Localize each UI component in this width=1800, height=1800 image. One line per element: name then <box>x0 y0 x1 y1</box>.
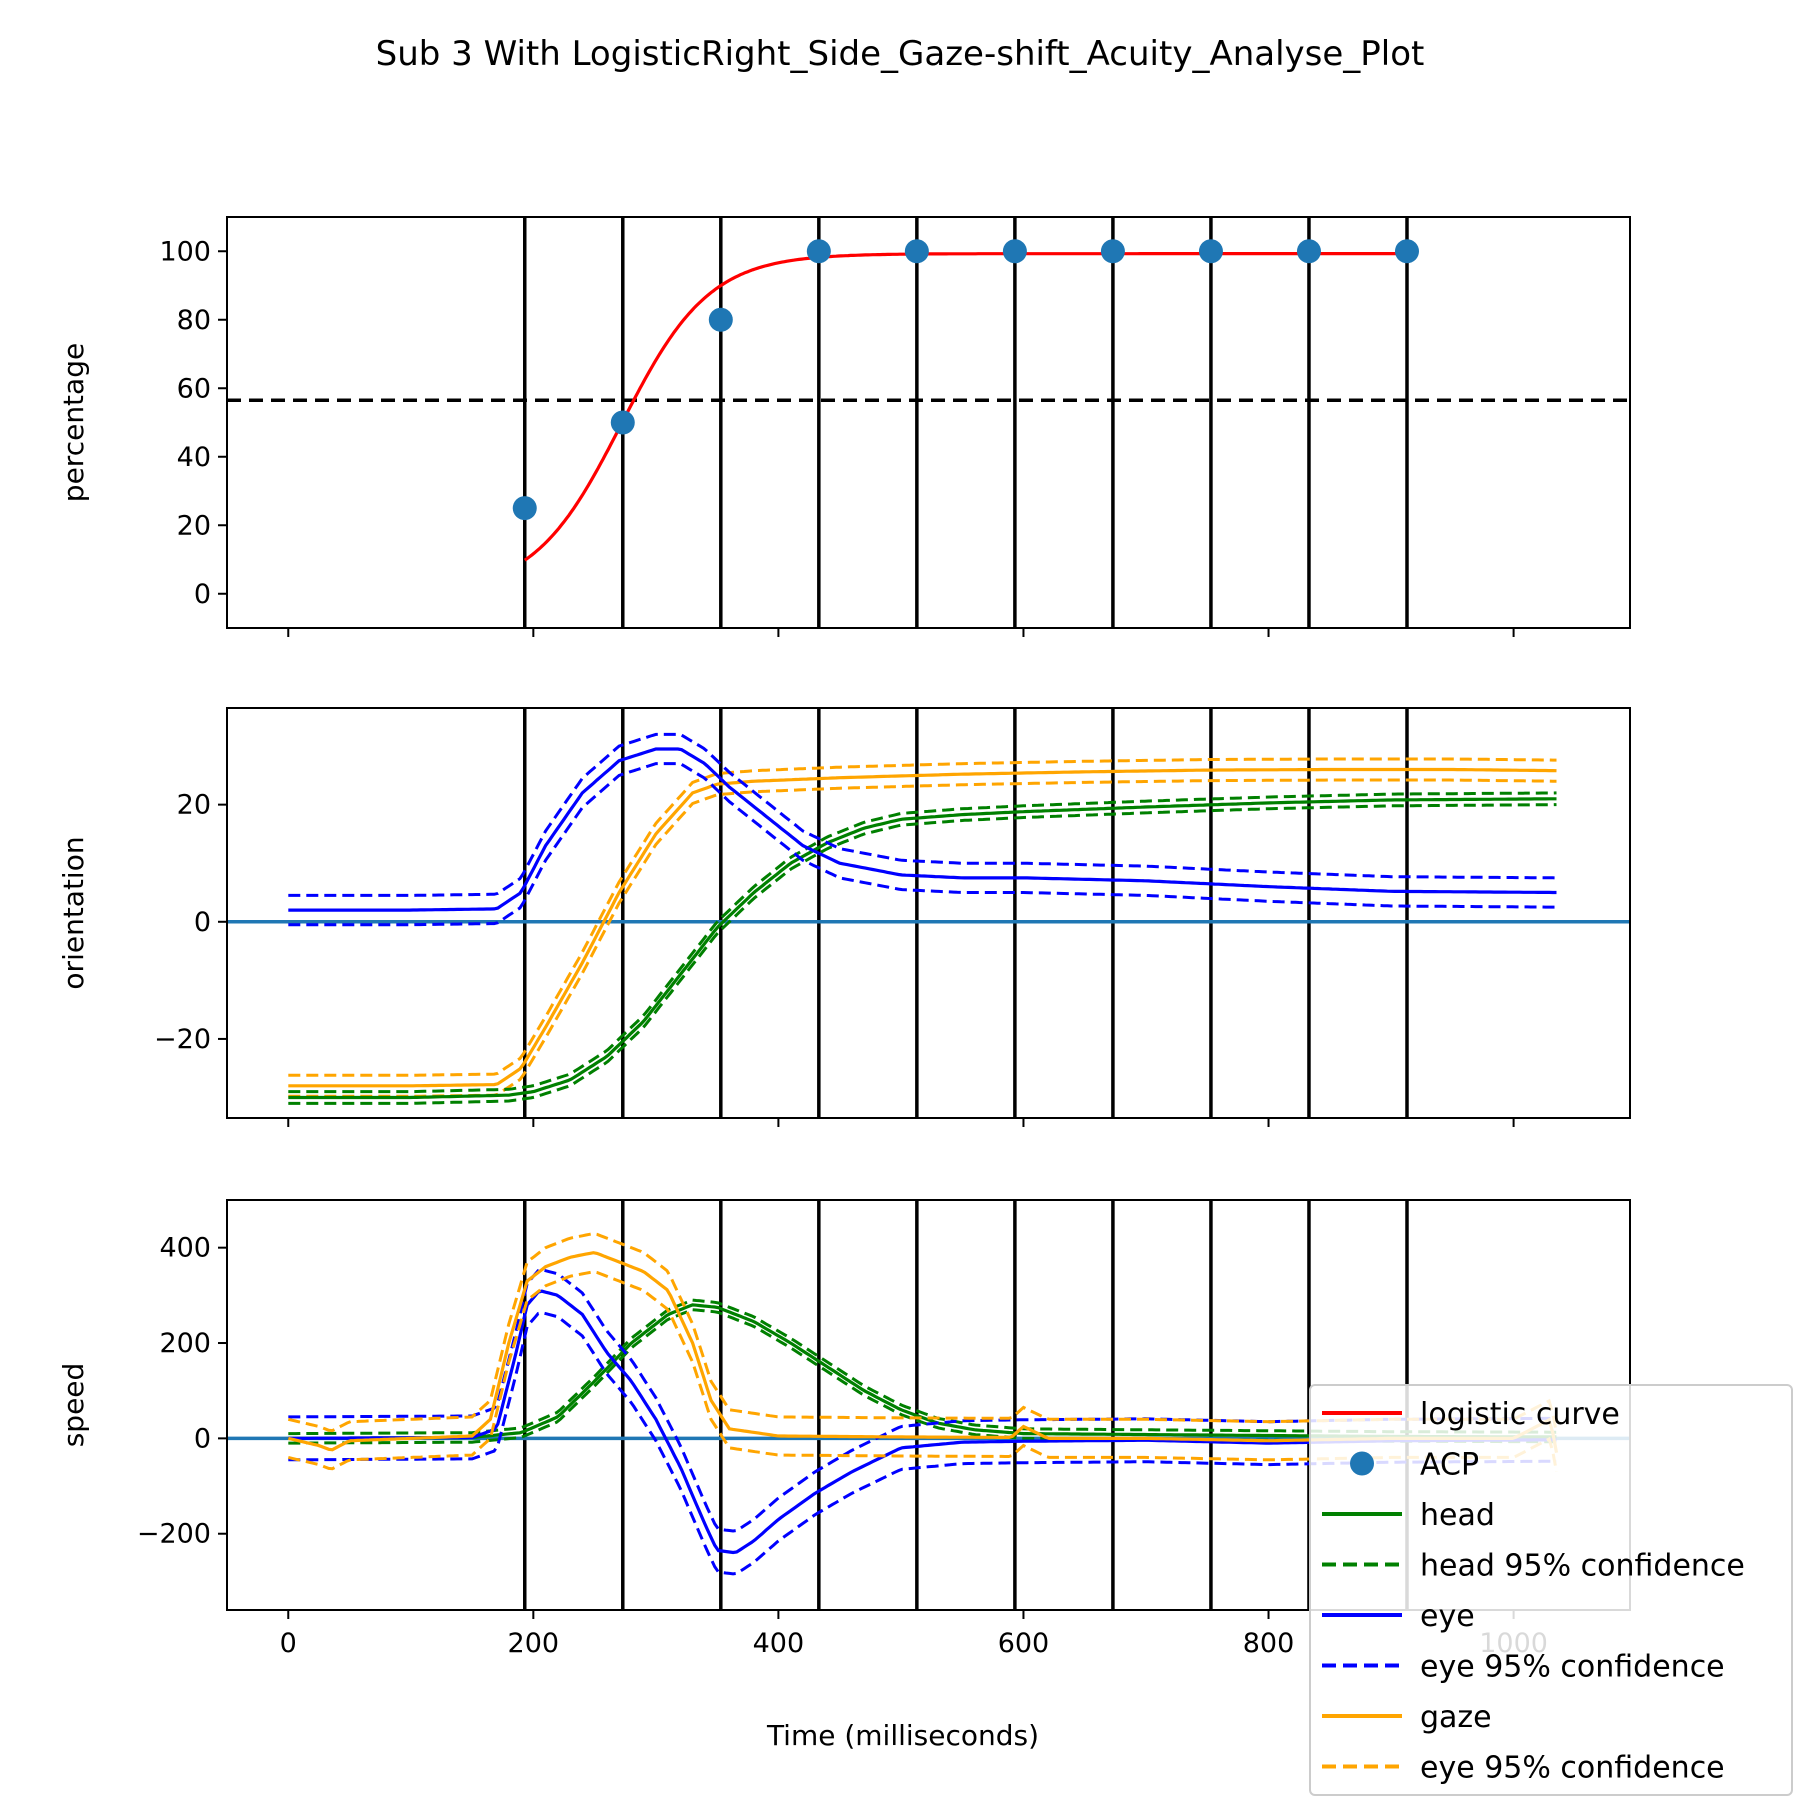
acp-point-4 <box>806 239 831 264</box>
legend-label: head 95% confidence <box>1420 1549 1745 1584</box>
x-tick-label: 200 <box>508 1628 560 1659</box>
head-upper-confidence-line <box>288 1298 1557 1436</box>
y-tick-label: 20 <box>177 510 211 541</box>
legend: logistic curve ACP head head 95% confidence… <box>1309 1384 1793 1796</box>
acp-point-9 <box>1296 239 1321 264</box>
y-tick-label: −20 <box>154 1024 211 1055</box>
y-tick-label: 40 <box>177 442 211 473</box>
eye-upper-confidence-line <box>288 732 1557 897</box>
eye-lower-confidence-line <box>288 762 1557 927</box>
figure-title: Sub 3 With LogisticRight_Side_Gaze-shift… <box>376 34 1425 74</box>
y-tick-label: 0 <box>194 579 211 610</box>
eye-line <box>288 747 1557 912</box>
legend-label: eye <box>1420 1599 1475 1634</box>
gaze-upper-confidence-line <box>288 757 1557 1077</box>
legend-label: gaze <box>1420 1700 1492 1735</box>
x-axis-label: Time (milliseconds) <box>766 1719 1039 1752</box>
legend-label: ACP <box>1420 1448 1479 1483</box>
legend-label: eye 95% confidence <box>1420 1650 1725 1685</box>
gaze-line <box>288 767 1557 1088</box>
gaze-lower-confidence-line <box>288 778 1557 1098</box>
y-tick-label: 60 <box>177 373 211 404</box>
y-tick-label: −200 <box>137 1519 211 1550</box>
x-tick-label: 800 <box>1243 1628 1295 1659</box>
acp-point-3 <box>708 307 733 332</box>
head-lower-confidence-line <box>288 803 1557 1105</box>
y-tick-label: 400 <box>159 1233 211 1264</box>
y-axis-label: percentage <box>57 343 90 502</box>
logistic-curve-line <box>523 252 1407 562</box>
acp-point-6 <box>1002 239 1027 264</box>
subplot-1: 0 20 40 60 80 100 percentage <box>57 216 1631 637</box>
subplot-frame <box>226 707 1631 1119</box>
acp-point-10 <box>1394 239 1419 264</box>
legend-marker <box>1350 1451 1374 1476</box>
x-tick-label: 0 <box>280 1628 297 1659</box>
subplot-plot-area <box>227 708 1630 1118</box>
acp-point-5 <box>904 239 929 264</box>
subplot-plot-area <box>227 217 1630 628</box>
acp-point-8 <box>1198 239 1223 264</box>
y-axis-label: orientation <box>57 836 90 989</box>
x-tick-label: 400 <box>753 1628 805 1659</box>
head-lower-confidence-line <box>288 1308 1557 1445</box>
subplot-frame <box>226 216 1631 629</box>
acp-point-7 <box>1100 239 1125 264</box>
legend-label: logistic curve <box>1420 1397 1620 1432</box>
subplot-2: −20 0 20 orientation <box>57 707 1631 1127</box>
y-axis-label: speed <box>57 1363 90 1448</box>
head-upper-confidence-line <box>288 791 1557 1094</box>
y-tick-label: 0 <box>194 907 211 938</box>
legend-label: eye 95% confidence <box>1420 1751 1725 1786</box>
legend-frame <box>1309 1384 1793 1796</box>
head-line <box>288 797 1557 1100</box>
legend-label: head <box>1420 1498 1495 1533</box>
y-tick-label: 100 <box>159 236 211 267</box>
x-tick-label: 600 <box>998 1628 1050 1659</box>
acp-point-2 <box>610 410 635 435</box>
y-tick-label: 80 <box>177 305 211 336</box>
acp-point-1 <box>512 496 537 521</box>
y-tick-label: 20 <box>177 790 211 821</box>
y-tick-label: 200 <box>159 1328 211 1359</box>
y-tick-label: 0 <box>194 1423 211 1454</box>
